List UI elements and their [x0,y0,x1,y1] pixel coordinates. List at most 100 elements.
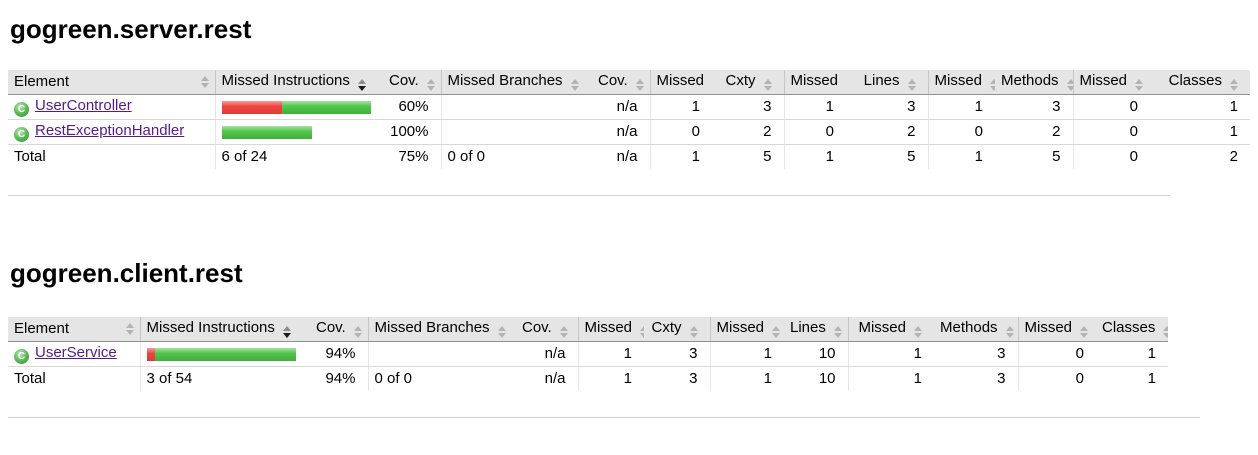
sort-icon [907,79,916,92]
sort-icon [497,326,506,339]
total-instruction-cov: 94% [325,370,356,388]
sort-icon [689,326,698,339]
column-header-missed-lines[interactable]: Missed [709,317,784,342]
column-header-element[interactable]: Element [8,317,140,342]
column-header-missed-lines[interactable]: Missed [783,70,846,95]
column-header-classes[interactable]: Classes [1150,70,1250,95]
coverage-table-server-rest: Element Missed Instructions Cov. Missed … [8,70,1250,169]
total-missed-classes: 0 [1017,366,1096,391]
column-header-lines[interactable]: Lines [784,317,848,342]
column-header-cxty[interactable]: Cxty [712,70,784,95]
instruction-cov-cell: 60% [383,94,441,120]
methods-cell: 2 [995,119,1073,145]
column-header-label: Missed [584,319,633,337]
sort-icon [990,79,995,92]
sort-icon [1005,326,1014,339]
sort-icon [353,326,362,339]
cxty-cell: 3 [712,94,784,120]
column-header-label: Missed [716,319,765,337]
column-header-label: Cxty [651,319,682,337]
total-missed-instructions: 6 of 24 [214,144,383,169]
column-header-lines[interactable]: Lines [846,70,928,95]
missed-branches-cell [440,94,592,120]
element-link[interactable]: UserService [35,343,117,361]
column-header-branch-cov[interactable]: Cov. [592,70,650,95]
column-header-missed-cxty[interactable]: Missed [649,70,712,95]
column-header-classes[interactable]: Classes [1096,317,1168,342]
column-header-label: Missed [934,72,983,90]
column-header-label: Cov. [316,319,346,337]
total-missed-instructions: 3 of 54 [139,366,310,391]
sort-icon [1080,326,1089,339]
sort-icon [635,79,644,92]
column-header-missed-branches[interactable]: Missed Branches [440,70,592,95]
package-title: gogreen.client.rest [10,258,243,288]
column-header-missed-methods[interactable]: Missed [847,317,934,342]
total-lines: 5 [907,148,916,166]
column-header-missed-classes[interactable]: Missed [1072,70,1150,95]
total-methods: 5 [1052,148,1061,166]
sort-icon [200,75,209,88]
sort-desc-icon [282,326,291,339]
missed-cxty-cell: 1 [577,341,644,367]
column-header-element[interactable]: Element [8,70,215,95]
column-header-label: Missed Instructions [146,319,275,337]
cxty-cell: 3 [644,341,710,367]
column-header-label: Element [14,320,70,338]
column-header-methods[interactable]: Methods [934,317,1018,342]
table-row: C UserService 94% n/a 1 3 1 10 1 3 0 1 [8,341,1168,367]
element-link[interactable]: UserController [35,96,132,114]
missed-branches-cell [367,341,516,367]
column-header-missed-branches[interactable]: Missed Branches [367,317,516,342]
element-link[interactable]: RestExceptionHandler [35,121,185,139]
classes-cell: 1 [1150,119,1250,145]
column-header-missed-classes[interactable]: Missed [1017,317,1096,342]
branch-cov-cell: n/a [592,119,650,145]
missed-lines-cell: 1 [783,94,846,120]
column-header-label: Lines [863,72,900,90]
header-row: Element Missed Instructions Cov. Missed … [8,70,1250,95]
total-missed-lines: 1 [783,144,846,169]
sort-icon [1163,326,1168,339]
missed-methods-cell: 1 [847,341,934,367]
total-cxty: 3 [689,370,698,388]
report-page: gogreen.server.rest Element Missed Instr… [8,14,1250,418]
total-classes: 2 [1229,148,1238,166]
total-branch-cov: n/a [616,148,638,166]
section-divider [8,195,1170,196]
total-row: Total 6 of 24 75% 0 of 0 n/a 1 5 1 5 1 5… [8,144,1250,169]
total-missed-lines: 1 [709,366,784,391]
cxty-cell: 2 [712,119,784,145]
column-header-missed-instructions[interactable]: Missed Instructions [214,70,383,95]
total-row: Total 3 of 54 94% 0 of 0 n/a 1 3 1 10 1 … [8,366,1168,391]
missed-lines-cell: 0 [783,119,846,145]
total-cxty: 5 [763,148,772,166]
table-row: C UserController 60% n/a 1 3 1 3 1 3 0 1 [8,94,1250,120]
sort-icon [914,326,922,339]
column-header-label: Missed [1024,319,1073,337]
sort-icon [559,326,568,339]
column-header-methods[interactable]: Methods [995,70,1073,95]
element-cell: C UserController [8,94,215,120]
column-header-missed-instructions[interactable]: Missed Instructions [139,317,310,342]
column-header-missed-methods[interactable]: Missed [927,70,995,95]
column-header-cxty[interactable]: Cxty [644,317,710,342]
column-header-instruction-cov[interactable]: Cov. [383,70,441,95]
classes-cell: 1 [1150,94,1250,120]
coverage-table-client-rest: Element Missed Instructions Cov. Missed … [8,317,1168,391]
column-header-label: Element [14,73,70,91]
column-header-branch-cov[interactable]: Cov. [516,317,578,342]
column-header-missed-cxty[interactable]: Missed [577,317,644,342]
column-header-label: Methods [1001,72,1059,90]
lines-cell: 3 [846,94,928,120]
column-header-label: Missed Branches [447,72,563,90]
total-branch-cov: n/a [544,370,566,388]
total-instruction-cov: 75% [398,148,429,166]
column-header-instruction-cov[interactable]: Cov. [310,317,368,342]
missed-methods-cell: 0 [927,119,995,145]
branch-cov-cell: n/a [516,341,578,367]
sort-icon [570,79,579,92]
sort-icon [1135,79,1144,92]
total-missed-methods: 1 [847,366,934,391]
total-missed-methods: 1 [927,144,995,169]
